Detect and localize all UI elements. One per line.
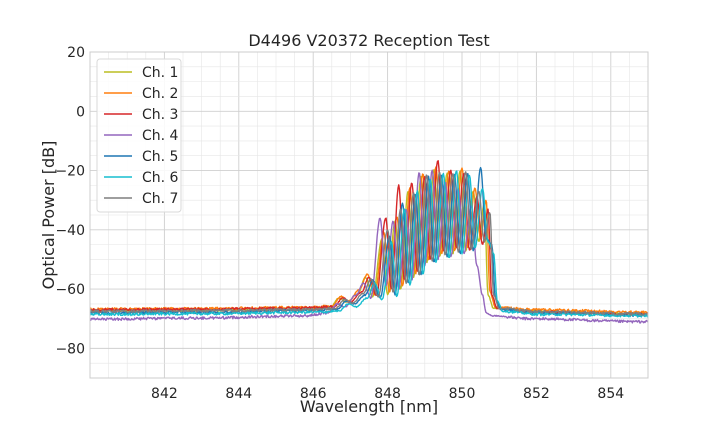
plot-frame (89, 51, 649, 379)
series-line-7 (90, 171, 648, 316)
tick-labels: 842 844 846 848 850 852 854 20 0 −20 −40 −60 −80 (55, 45, 624, 402)
x-tick-label: 850 (449, 386, 476, 402)
legend-label: Ch. 4 (142, 128, 179, 144)
x-tick-label: 852 (523, 386, 550, 402)
legend-label: Ch. 5 (142, 149, 178, 165)
y-tick-label: −20 (55, 164, 85, 180)
y-tick-label: −60 (55, 282, 85, 298)
x-tick-label: 844 (225, 386, 252, 402)
legend-box (96, 58, 182, 213)
y-tick-label: 20 (67, 45, 85, 61)
legend-label: Ch. 3 (142, 107, 178, 123)
x-tick-label: 848 (374, 386, 401, 402)
chart-title: D4496 V20372 Reception Test (248, 31, 489, 50)
legend-label: Ch. 6 (142, 170, 179, 186)
legend-label: Ch. 1 (142, 65, 178, 81)
y-axis-label: Optical Power [dB] (39, 141, 58, 290)
y-tick-label: 0 (76, 104, 85, 120)
x-tick-label: 846 (300, 386, 327, 402)
legend-label: Ch. 2 (142, 86, 178, 102)
x-axis-label: Wavelength [nm] (300, 397, 438, 416)
series-line-6 (90, 170, 648, 318)
legend-label: Ch. 7 (142, 191, 178, 207)
x-tick-label: 842 (151, 386, 178, 402)
series-lines (90, 160, 648, 324)
legend: Ch. 1 Ch. 2 Ch. 3 Ch. 4 Ch. 5 Ch. 6 Ch. 7 (96, 58, 182, 213)
y-tick-label: −40 (55, 223, 85, 239)
x-tick-label: 854 (597, 386, 624, 402)
y-tick-label: −80 (55, 341, 85, 357)
